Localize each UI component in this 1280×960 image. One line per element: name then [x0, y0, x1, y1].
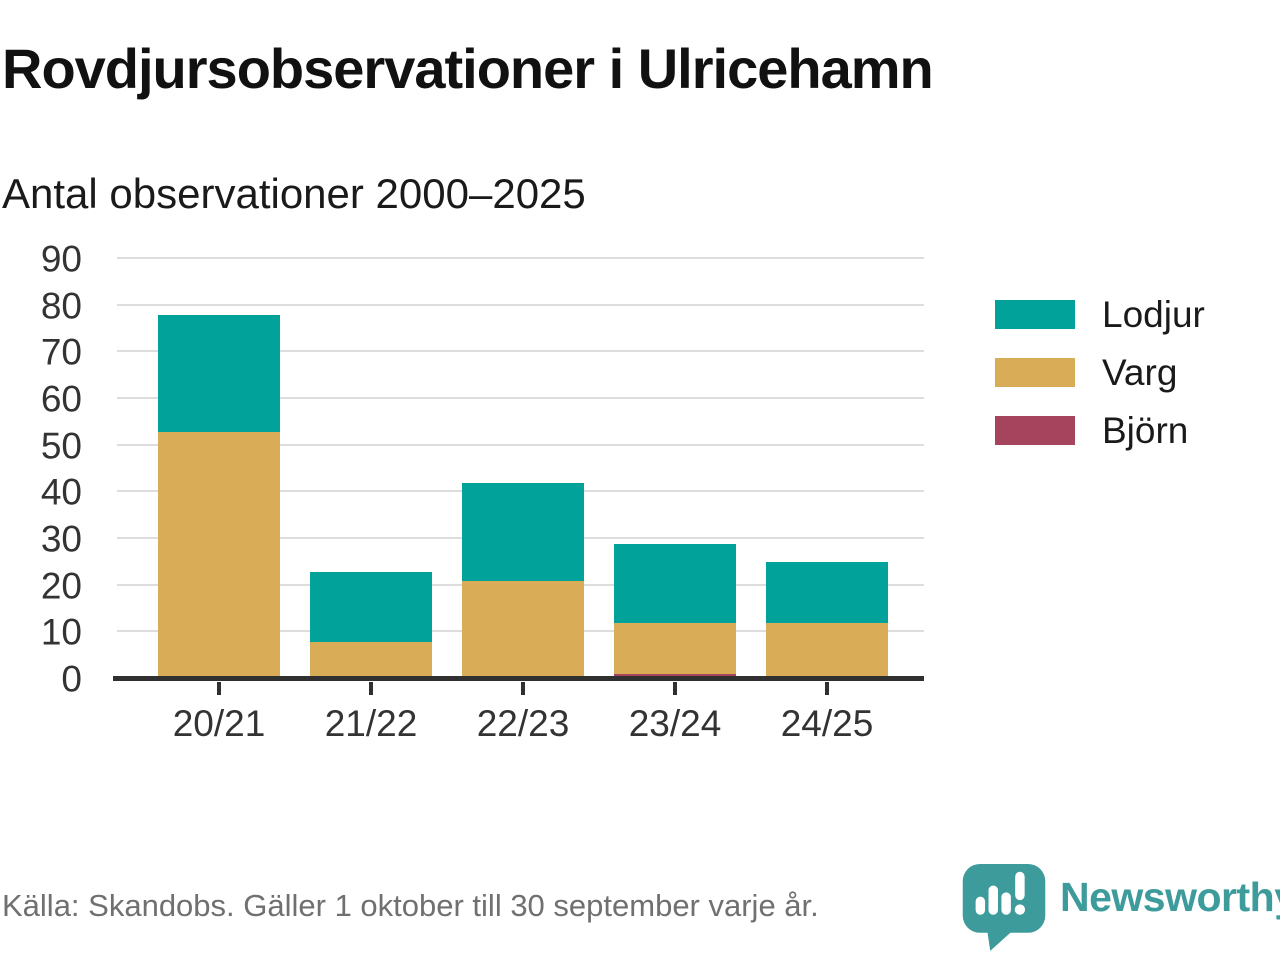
legend-swatch-Lodjur [995, 300, 1075, 329]
x-tick-20/21 [217, 682, 221, 695]
segment-Lodjur-22/23 [462, 483, 584, 581]
bar-21/22 [310, 571, 432, 679]
x-tick-label-24/25: 24/25 [780, 703, 874, 744]
x-tick-22/23 [521, 682, 525, 695]
x-tick-label-21/22: 21/22 [324, 703, 418, 744]
legend-row-Björn: Björn [995, 412, 1205, 449]
segment-Varg-21/22 [310, 641, 432, 679]
segment-Varg-23/24 [614, 623, 736, 675]
legend-label-Björn: Björn [1102, 410, 1189, 451]
y-tick-label-40: 40 [40, 471, 82, 513]
bar-22/23 [462, 483, 584, 679]
gridline-60 [117, 397, 924, 400]
segment-Varg-22/23 [462, 581, 584, 679]
brand-name: Newsworthy [1060, 874, 1280, 920]
x-tick-23/24 [673, 682, 677, 695]
y-tick-label-60: 60 [40, 378, 82, 420]
y-tick-label-70: 70 [40, 331, 82, 373]
newsworthy-logo: Newsworthy [961, 862, 1280, 952]
x-tick-21/22 [369, 682, 373, 695]
segment-Lodjur-20/21 [158, 315, 280, 432]
x-tick-label-23/24: 23/24 [628, 703, 722, 744]
legend-swatch-Björn [995, 416, 1075, 445]
y-tick-label-90: 90 [40, 238, 82, 280]
segment-Lodjur-23/24 [614, 543, 736, 624]
segment-Lodjur-21/22 [310, 571, 432, 642]
legend-label-Lodjur: Lodjur [1102, 294, 1205, 335]
legend-row-Lodjur: Lodjur [995, 296, 1205, 333]
legend-label-Varg: Varg [1102, 352, 1178, 393]
legend: Lodjur Varg Björn [995, 296, 1205, 449]
y-tick-label-0: 0 [61, 658, 82, 700]
y-axis: 0 10 20 30 40 50 60 70 80 90 [0, 241, 100, 698]
gridline-90 [117, 257, 924, 259]
y-tick-label-20: 20 [40, 565, 82, 607]
x-axis-line [113, 676, 924, 681]
bar-20/21 [158, 315, 280, 679]
newsworthy-speech-bubble-barchart-icon [961, 862, 1047, 952]
gridline-70 [117, 350, 924, 353]
x-tick-24/25 [825, 682, 829, 695]
x-tick-label-20/21: 20/21 [172, 703, 266, 744]
bar-24/25 [766, 562, 888, 679]
segment-Lodjur-24/25 [766, 562, 888, 623]
legend-row-Varg: Varg [995, 354, 1205, 391]
bar-23/24 [614, 543, 736, 679]
gridline-80 [117, 303, 924, 306]
y-tick-label-10: 10 [40, 611, 82, 653]
segment-Varg-20/21 [158, 431, 280, 679]
y-tick-label-30: 30 [40, 518, 82, 560]
plot-area: 20/21 21/22 22/23 23/24 24/25 [113, 257, 924, 744]
chart-title: Rovdjursobservationer i Ulricehamn [2, 37, 934, 100]
segment-Varg-24/25 [766, 623, 888, 679]
chart-subtitle: Antal observationer 2000–2025 [2, 170, 586, 217]
gridline-50 [117, 443, 924, 446]
x-tick-label-22/23: 22/23 [476, 703, 570, 744]
source-note: Källa: Skandobs. Gäller 1 oktober till 3… [2, 888, 819, 923]
y-tick-label-80: 80 [40, 285, 82, 327]
legend-swatch-Varg [995, 358, 1075, 387]
y-tick-label-50: 50 [40, 425, 82, 467]
